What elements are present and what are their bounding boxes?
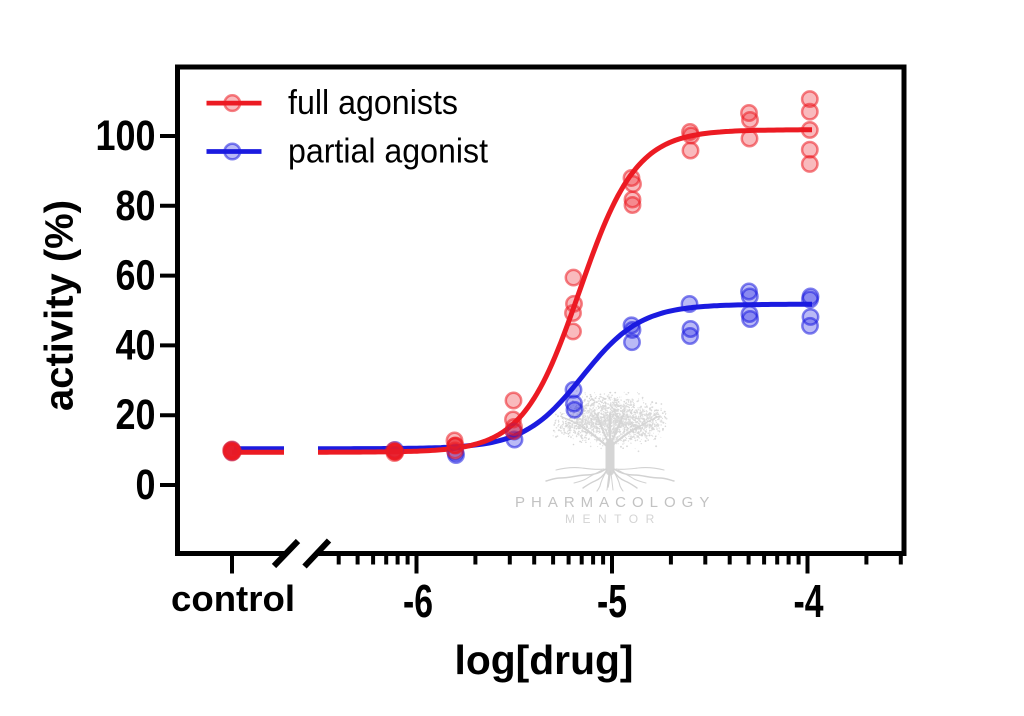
svg-text:-6: -6 [403, 575, 433, 627]
svg-text:activity (%): activity (%) [38, 200, 82, 411]
svg-text:-5: -5 [597, 575, 627, 627]
svg-text:control: control [171, 578, 295, 619]
svg-text:40: 40 [116, 321, 156, 369]
svg-text:partial agonist: partial agonist [288, 133, 488, 171]
svg-text:MENTOR: MENTOR [565, 512, 662, 526]
svg-text:-4: -4 [794, 575, 824, 627]
svg-text:PHARMACOLOGY: PHARMACOLOGY [515, 494, 715, 511]
svg-text:100: 100 [96, 112, 156, 160]
svg-text:full agonists: full agonists [288, 84, 458, 122]
svg-text:60: 60 [116, 252, 156, 300]
svg-text:80: 80 [116, 182, 156, 230]
svg-text:0: 0 [136, 461, 156, 509]
svg-text:log[drug]: log[drug] [455, 637, 634, 683]
svg-text:20: 20 [116, 391, 156, 439]
